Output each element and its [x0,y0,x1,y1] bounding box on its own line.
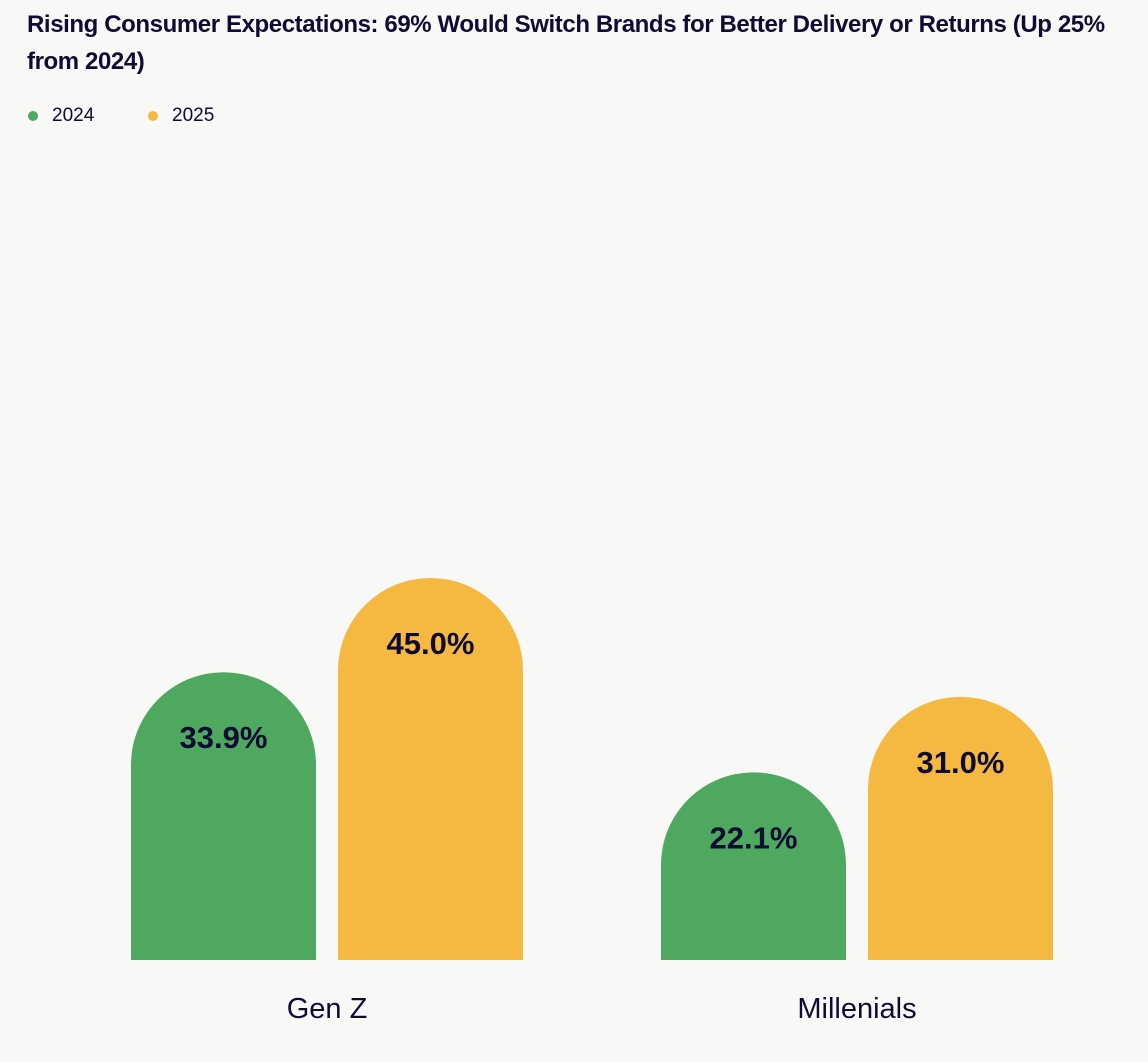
data-label-millenials-2025: 31.0% [917,745,1005,780]
legend-swatch-2024 [28,111,38,121]
legend-item-2024[interactable]: 2024 [28,104,148,128]
category-label-gen-z: Gen Z [287,993,368,1025]
bar-gen-z-2024[interactable] [131,672,316,960]
chart-title: Rising Consumer Expectations: 69% Would … [27,11,1105,75]
legend-swatch-2025 [148,111,158,121]
data-label-gen-z-2024: 33.9% [180,720,268,755]
category-label-millenials: Millenials [797,993,916,1025]
bar-millenials-2024[interactable] [661,772,846,960]
legend-label-2025: 2025 [172,105,215,126]
data-label-gen-z-2025: 45.0% [387,626,475,661]
bar-millenials-2025[interactable] [868,696,1053,960]
legend: 2024 2025 [28,104,268,128]
legend-label-2024: 2024 [52,105,95,126]
legend-item-2025[interactable]: 2025 [148,104,268,128]
bar-gen-z-2025[interactable] [338,578,523,960]
data-label-millenials-2024: 22.1% [710,820,798,855]
